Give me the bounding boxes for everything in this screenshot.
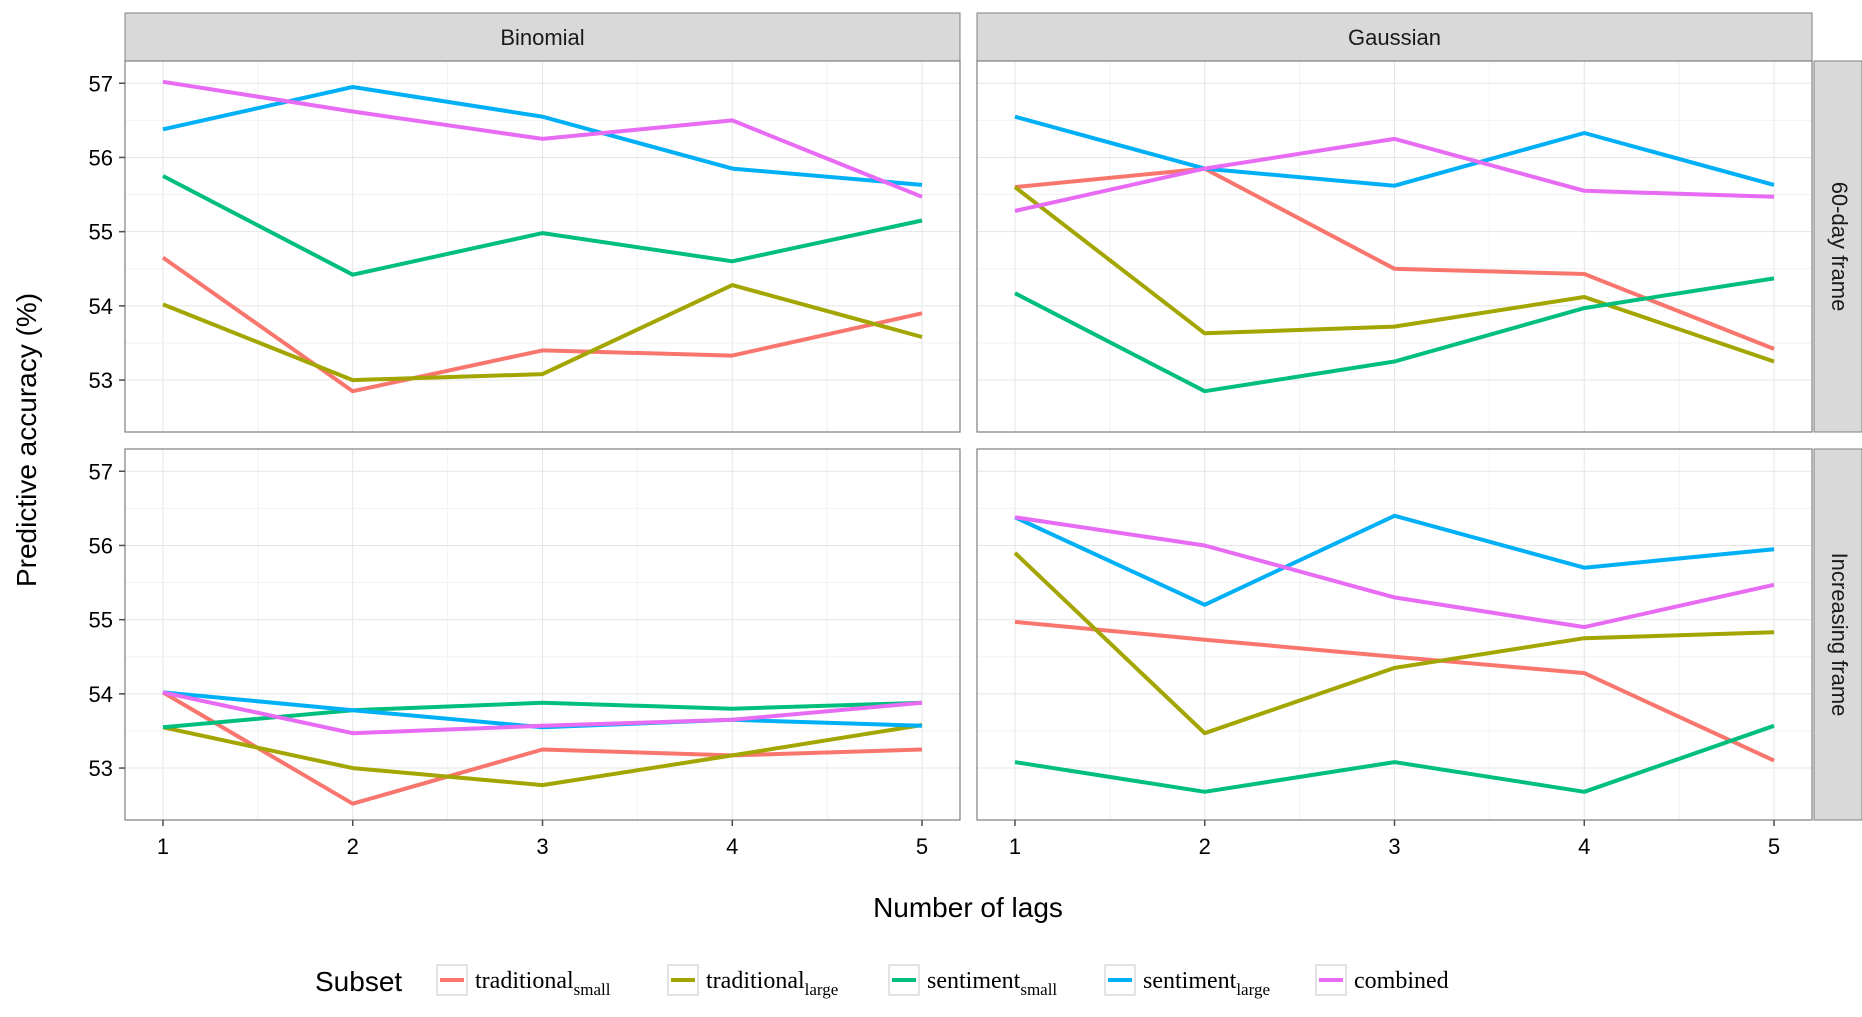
series-lines — [161, 690, 923, 806]
series-line-combined — [162, 690, 923, 736]
series-lines — [1013, 513, 1775, 794]
strip-label: Binomial — [500, 25, 584, 50]
y-tick-label: 54 — [89, 682, 113, 707]
strip-right-increasing-frame: Increasing frame — [1813, 448, 1862, 821]
grid — [977, 449, 1812, 820]
series-line-sentiment-large — [1014, 513, 1775, 607]
strip-label: Gaussian — [1348, 25, 1441, 50]
strip-background — [976, 12, 1813, 62]
x-axis: 1 2 3 4 5 — [1009, 820, 1780, 859]
legend: Subset traditionalsmall traditionallarge s… — [315, 964, 1449, 999]
legend-label: traditionalsmall — [475, 968, 611, 999]
x-tick-label: 4 — [1578, 834, 1590, 859]
panel-border — [124, 60, 961, 433]
series-line-combined — [1014, 136, 1775, 213]
legend-label: sentimentlarge — [1143, 968, 1270, 999]
series-line-traditional-small — [1014, 619, 1775, 763]
legend-item-sentiment-large: sentimentlarge — [1104, 964, 1270, 999]
x-tick-label: 4 — [726, 834, 738, 859]
y-tick-label: 57 — [89, 71, 113, 96]
panel-gaussian-increasing-frame: 1 2 3 4 5 — [976, 448, 1813, 859]
y-tick-label: 55 — [89, 220, 113, 245]
series-line-sentiment-large — [1014, 114, 1775, 188]
x-tick-label: 1 — [157, 834, 169, 859]
series-line-traditional-large — [1013, 185, 1775, 364]
legend-item-combined: combined — [1315, 964, 1449, 996]
y-axis: 53 54 55 56 57 — [89, 459, 125, 781]
series-line-combined — [1014, 515, 1775, 630]
legend-title: Subset — [315, 966, 402, 997]
x-axis-title: Number of lags — [873, 892, 1063, 923]
series-lines — [1013, 114, 1775, 394]
grid — [977, 61, 1812, 432]
series-line-traditional-large — [1013, 551, 1775, 736]
strip-label: Increasing frame — [1827, 553, 1852, 717]
y-tick-label: 56 — [89, 145, 113, 170]
y-tick-label: 56 — [89, 533, 113, 558]
strip-background — [1813, 448, 1862, 821]
legend-item-traditional-large: traditionallarge — [667, 964, 838, 999]
series-line-traditional-small — [161, 255, 923, 394]
series-line-sentiment-small — [162, 174, 923, 277]
strip-top-binomial: Binomial — [124, 12, 961, 62]
y-tick-label: 53 — [89, 756, 113, 781]
panels-layer: Binomial Gaussian 60-day frame Increasing f… — [89, 12, 1862, 859]
strip-background — [1813, 60, 1862, 433]
series-line-sentiment-small — [1014, 276, 1775, 394]
series-lines — [161, 79, 923, 394]
panel-border — [976, 60, 1813, 433]
series-line-sentiment-small — [1014, 723, 1775, 794]
y-tick-label: 57 — [89, 459, 113, 484]
x-tick-label: 1 — [1009, 834, 1021, 859]
x-tick-label: 3 — [536, 834, 548, 859]
x-tick-label: 2 — [347, 834, 359, 859]
strip-background — [124, 12, 961, 62]
series-line-traditional-large — [162, 283, 923, 383]
legend-label: combined — [1354, 968, 1449, 994]
y-axis-title: Predictive accuracy (%) — [11, 293, 42, 587]
legend-label: sentimentsmall — [927, 968, 1057, 999]
strip-top-gaussian: Gaussian — [976, 12, 1813, 62]
series-line-traditional-large — [162, 723, 923, 788]
x-tick-label: 2 — [1199, 834, 1211, 859]
series-line-sentiment-small — [162, 700, 923, 730]
legend-label: traditionallarge — [706, 968, 838, 999]
panel-binomial-60-day-frame: 53 54 55 56 57 — [89, 60, 961, 433]
panel-gaussian-60-day-frame — [976, 60, 1813, 433]
x-tick-label: 5 — [916, 834, 928, 859]
y-tick-label: 55 — [89, 608, 113, 633]
y-tick-label: 54 — [89, 294, 113, 319]
series-line-combined — [162, 79, 923, 199]
y-tick-label: 53 — [89, 368, 113, 393]
series-line-traditional-small — [161, 690, 923, 806]
strip-right-60-day-frame: 60-day frame — [1813, 60, 1862, 433]
x-tick-label: 5 — [1768, 834, 1780, 859]
legend-item-sentiment-small: sentimentsmall — [888, 964, 1057, 999]
strip-label: 60-day frame — [1827, 182, 1852, 312]
x-axis: 1 2 3 4 5 — [157, 820, 928, 859]
y-axis: 53 54 55 56 57 — [89, 71, 125, 393]
x-tick-label: 3 — [1388, 834, 1400, 859]
legend-item-traditional-small: traditionalsmall — [436, 964, 611, 999]
grid — [125, 449, 960, 820]
panel-binomial-increasing-frame: 53 54 55 56 57 1 2 3 4 5 — [89, 448, 961, 859]
